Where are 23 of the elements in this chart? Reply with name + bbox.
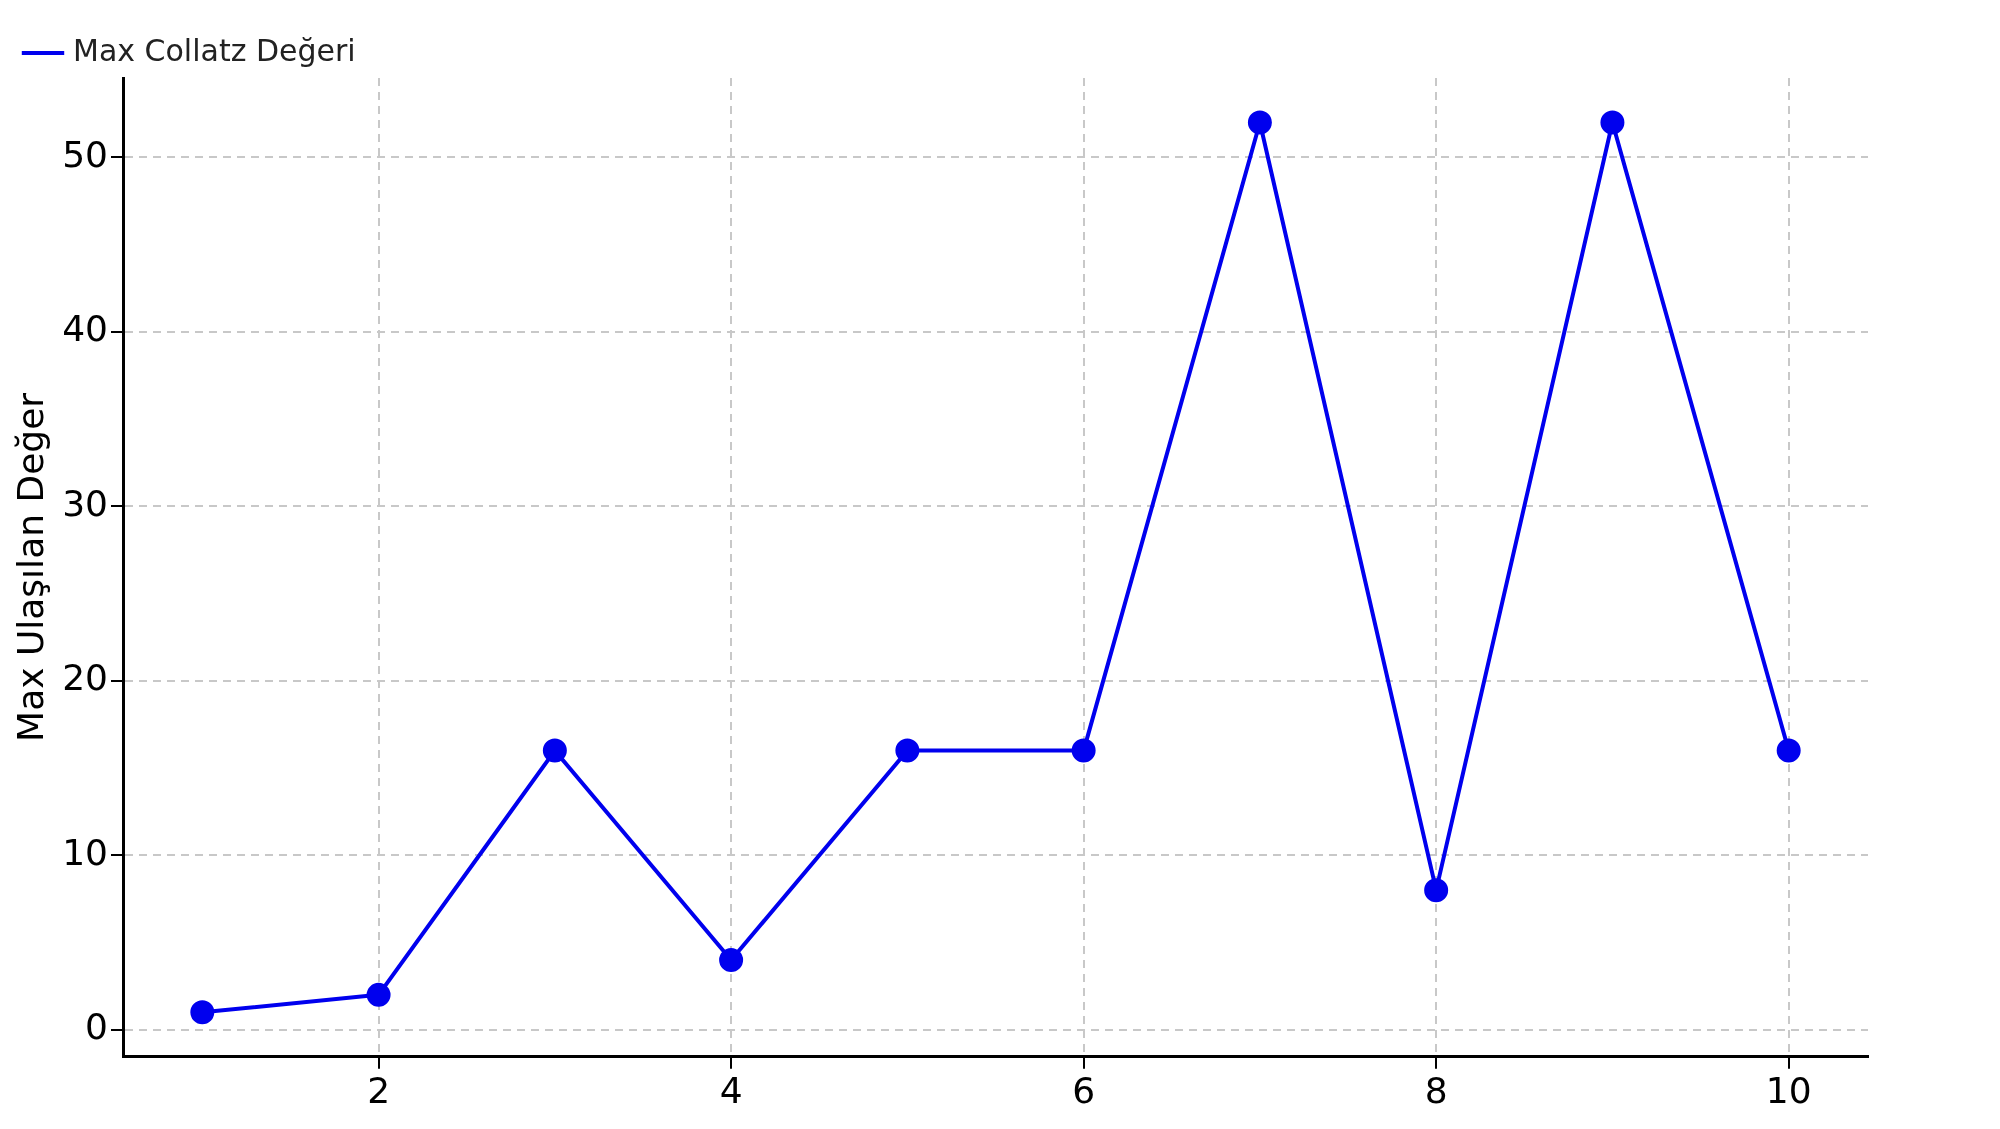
- point: [1776, 738, 1801, 763]
- x-tick-label: 2: [367, 1069, 391, 1111]
- legend-label: Max Collatz Değeri: [73, 32, 356, 68]
- point: [1247, 110, 1272, 135]
- point: [366, 982, 391, 1007]
- x-tick-label: 4: [719, 1069, 743, 1111]
- y-tick-label: 0: [85, 1006, 109, 1048]
- x-tick-label: 8: [1424, 1069, 1448, 1111]
- y-tick-label: 40: [62, 308, 109, 350]
- point: [895, 738, 920, 763]
- y-axis-title: Max Ulaşılan Değer: [9, 392, 51, 742]
- point: [1071, 738, 1096, 763]
- y-tick-label: 30: [62, 482, 109, 524]
- x-tick-label: 6: [1072, 1069, 1096, 1111]
- point: [542, 738, 567, 763]
- point: [1424, 878, 1449, 903]
- y-tick-label: 50: [62, 133, 109, 175]
- point: [719, 947, 744, 972]
- point: [190, 1000, 215, 1025]
- y-tick-label: 20: [62, 657, 109, 699]
- point: [1600, 110, 1625, 135]
- x-tick-label: 10: [1765, 1069, 1812, 1111]
- y-tick-label: 10: [62, 831, 109, 873]
